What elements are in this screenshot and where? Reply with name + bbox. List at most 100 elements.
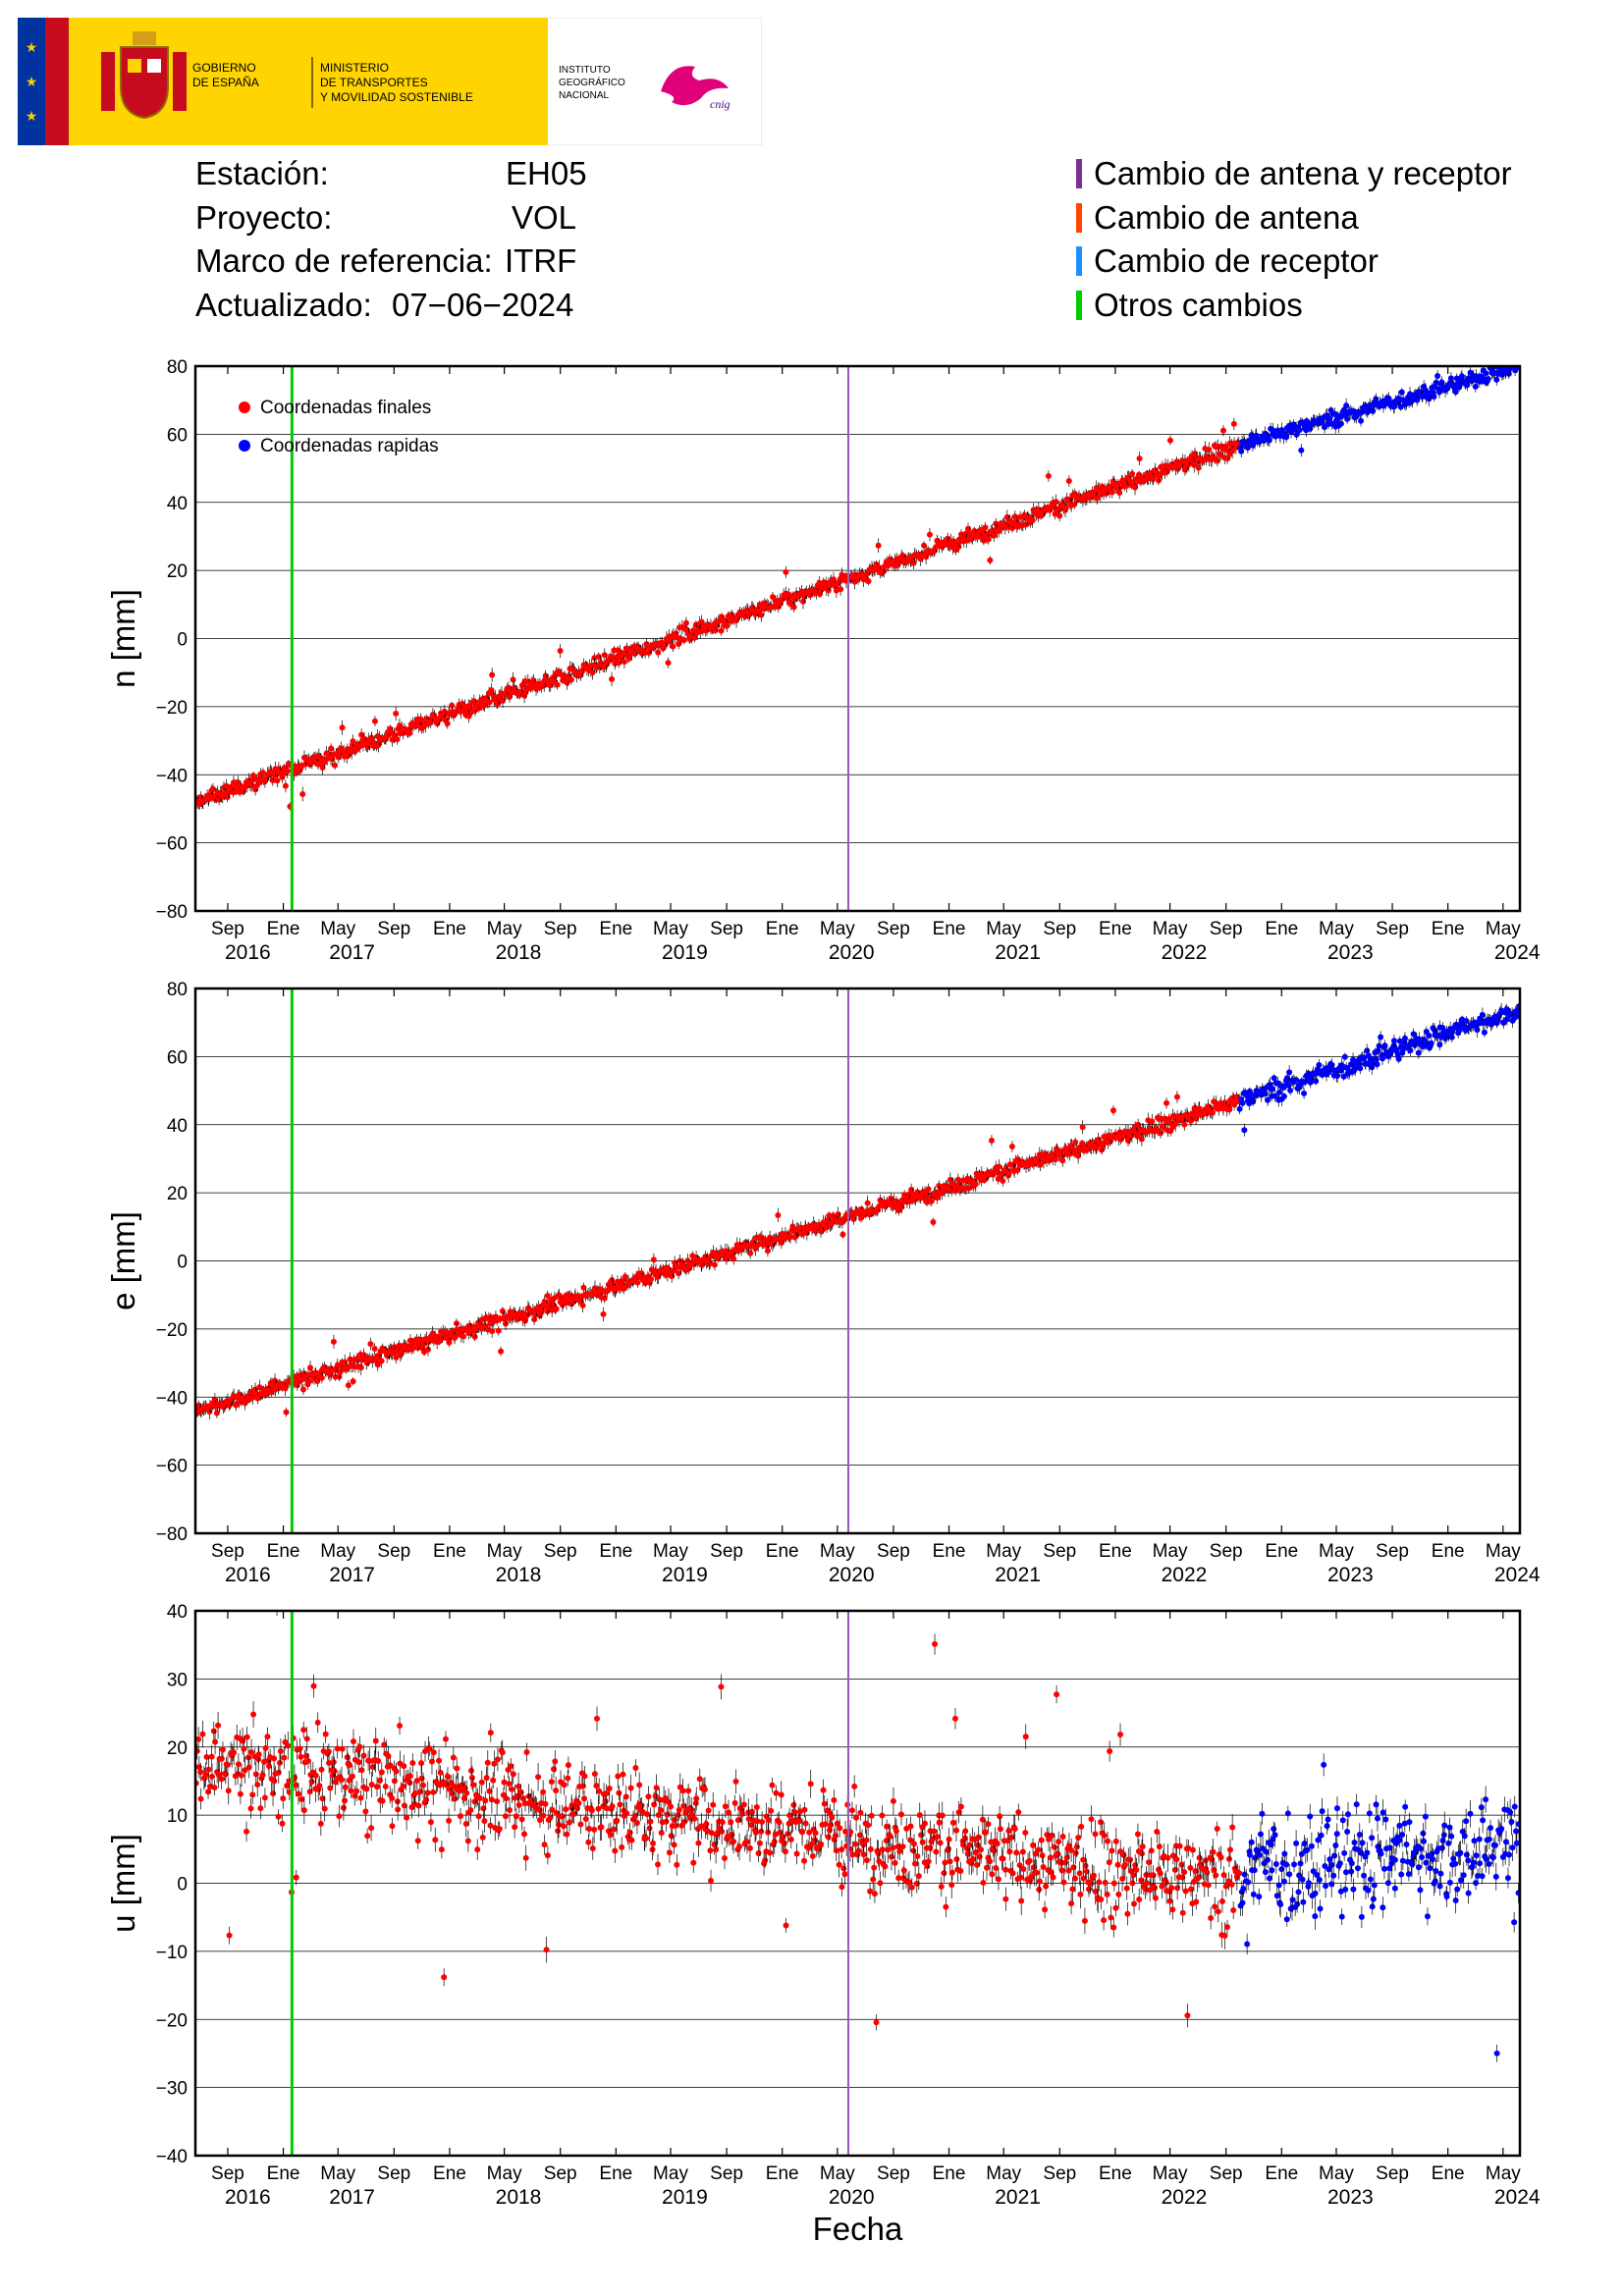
ministry-line-2: DE TRANSPORTES (320, 76, 428, 89)
data-point (1266, 437, 1272, 444)
data-point (1136, 455, 1143, 462)
data-point (898, 1203, 905, 1210)
data-point (1426, 1032, 1433, 1039)
data-point (357, 1364, 364, 1371)
data-point (1296, 427, 1303, 434)
data-point (600, 1310, 607, 1317)
data-point (345, 1382, 352, 1389)
data-point (452, 1335, 459, 1342)
data-point (259, 770, 266, 776)
legend-label: Cambio de antena y receptor (1094, 155, 1512, 191)
data-point (420, 1341, 427, 1348)
x-tick-label: Sep (1376, 1541, 1409, 1562)
x-tick-label: Ene (267, 1541, 300, 1562)
data-point (881, 567, 888, 574)
data-point (499, 1308, 506, 1314)
chart-panel-1: −80 −60 −40 −20 0 20 40 60 80 Sep Ene May Sep Ene May S… (105, 357, 1541, 964)
data-point (1045, 472, 1052, 479)
data-point (1209, 1109, 1216, 1116)
year-label: 2022 (1162, 1564, 1208, 1586)
eu-star-icon: ★ (26, 39, 38, 55)
data-point (1407, 1047, 1414, 1054)
data-point (797, 1224, 804, 1231)
y-tick-label: 60 (167, 425, 188, 446)
frame-value: ITRF (505, 242, 577, 279)
data-point (1464, 382, 1471, 389)
legend-receiver: Cambio de receptor (1076, 240, 1512, 284)
data-point (489, 1328, 496, 1335)
data-point (631, 650, 638, 657)
data-point (1325, 1069, 1332, 1076)
data-point (466, 1322, 473, 1329)
data-point (282, 1385, 289, 1392)
year-label: 2023 (1327, 941, 1374, 964)
data-point (1350, 1056, 1357, 1063)
data-point (665, 660, 672, 667)
x-tick-label: May (986, 1541, 1021, 1562)
data-point (1421, 1037, 1428, 1043)
data-point (449, 702, 456, 709)
y-tick-label: 80 (167, 980, 188, 1000)
data-point (601, 1295, 608, 1302)
data-point (554, 681, 561, 688)
data-point (282, 782, 289, 789)
station-value: EH05 (506, 155, 587, 191)
eu-star-icon: ★ (26, 74, 38, 89)
data-point (1341, 1053, 1348, 1060)
data-point (1287, 1087, 1294, 1094)
data-point (764, 1248, 771, 1255)
data-point (424, 1346, 431, 1353)
data-point (1056, 512, 1063, 519)
data-point (1414, 397, 1421, 403)
data-point (775, 1212, 782, 1219)
data-point (1135, 1121, 1142, 1128)
data-point (396, 1342, 403, 1349)
year-label: 2017 (329, 941, 375, 964)
data-point (319, 765, 326, 772)
data-point (670, 643, 676, 650)
x-tick-label: Sep (877, 1541, 910, 1562)
data-point (972, 1181, 979, 1188)
data-point (544, 1293, 551, 1300)
y-tick-label: −80 (156, 1524, 188, 1545)
data-point (908, 1186, 915, 1193)
y-axis-label: e [mm] (105, 1211, 141, 1310)
data-point (807, 592, 814, 599)
data-point (864, 1200, 871, 1206)
ministry-line-1: MINISTERIO (320, 61, 389, 75)
data-point (609, 675, 616, 682)
data-point (928, 1198, 935, 1204)
data-point (1380, 1055, 1386, 1062)
data-point (557, 648, 564, 655)
x-tick-label: Sep (877, 919, 910, 939)
data-point (1230, 420, 1237, 427)
data-point (1071, 501, 1078, 507)
data-point (1376, 1042, 1382, 1049)
data-point (952, 1188, 959, 1195)
data-point (371, 1346, 378, 1353)
data-point (387, 725, 394, 732)
year-label: 2018 (496, 1564, 542, 1586)
legend-antenna: Cambio de antena (1076, 196, 1512, 240)
ign-line-1: INSTITUTO (559, 65, 611, 76)
data-point (1463, 1017, 1470, 1024)
data-point (393, 710, 400, 717)
data-point (417, 1336, 424, 1343)
x-tick-label: Sep (710, 919, 743, 939)
data-point (1138, 1136, 1145, 1143)
legend-entry: Coordenadas rapidas (260, 436, 439, 456)
data-point (1399, 1046, 1406, 1053)
data-point (211, 1397, 218, 1404)
data-point (730, 1255, 737, 1262)
data-point (816, 1221, 823, 1228)
ministry-line-3: Y MOVILIDAD SOSTENIBLE (320, 90, 473, 104)
data-point (1298, 447, 1305, 454)
data-point (1000, 1177, 1006, 1184)
x-tick-label: May (1319, 919, 1354, 939)
data-point (648, 1276, 655, 1283)
data-point (1481, 1029, 1488, 1036)
data-point (1485, 375, 1491, 382)
data-point (553, 1306, 560, 1312)
x-tick-label: May (487, 919, 522, 939)
data-point (339, 724, 346, 731)
